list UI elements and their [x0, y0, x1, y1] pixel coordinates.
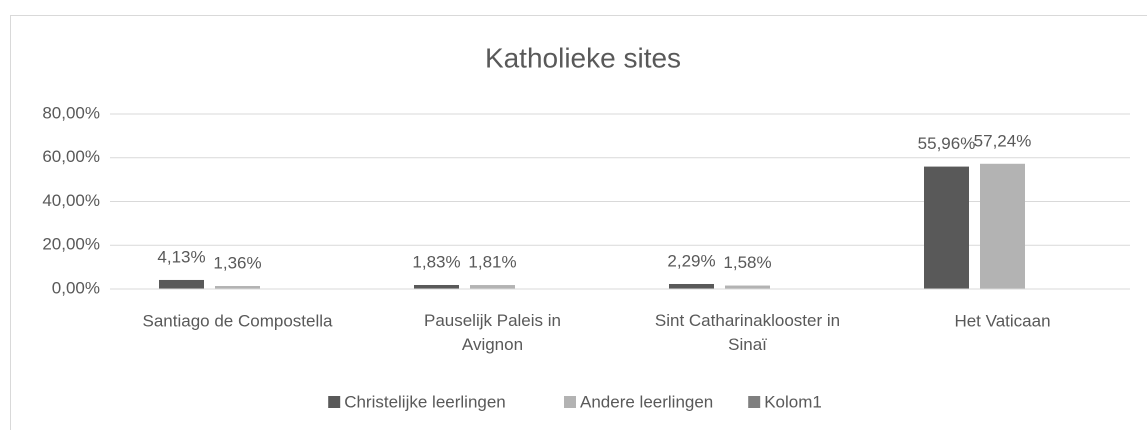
x-tick-label: Santiago de Compostella	[143, 311, 334, 330]
chart-title: Katholieke sites	[485, 42, 681, 73]
legend-swatch	[564, 396, 576, 408]
bar	[159, 280, 204, 289]
chart-frame	[11, 16, 1147, 431]
bar	[470, 285, 515, 289]
data-label: 57,24%	[974, 131, 1032, 150]
legend-swatch	[748, 396, 760, 408]
legend-label: Christelijke leerlingen	[344, 392, 506, 411]
legend-label: Andere leerlingen	[580, 392, 713, 411]
data-label: 1,58%	[723, 253, 771, 272]
y-tick-label: 80,00%	[42, 103, 100, 122]
y-tick-label: 20,00%	[42, 235, 100, 254]
data-label: 1,83%	[412, 252, 460, 271]
bar	[414, 285, 459, 289]
bar	[725, 286, 770, 289]
y-tick-label: 60,00%	[42, 147, 100, 166]
legend-swatch	[328, 396, 340, 408]
data-label: 4,13%	[157, 247, 205, 266]
data-label: 2,29%	[667, 251, 715, 270]
data-label: 55,96%	[918, 134, 976, 153]
data-label: 1,81%	[468, 253, 516, 272]
bar	[980, 164, 1025, 289]
bar	[924, 167, 969, 289]
bar	[669, 284, 714, 289]
data-label: 1,36%	[213, 254, 261, 273]
x-tick-label: Het Vaticaan	[954, 311, 1050, 330]
y-tick-label: 40,00%	[42, 191, 100, 210]
y-tick-label: 0,00%	[52, 278, 100, 297]
legend-label: Kolom1	[764, 392, 822, 411]
